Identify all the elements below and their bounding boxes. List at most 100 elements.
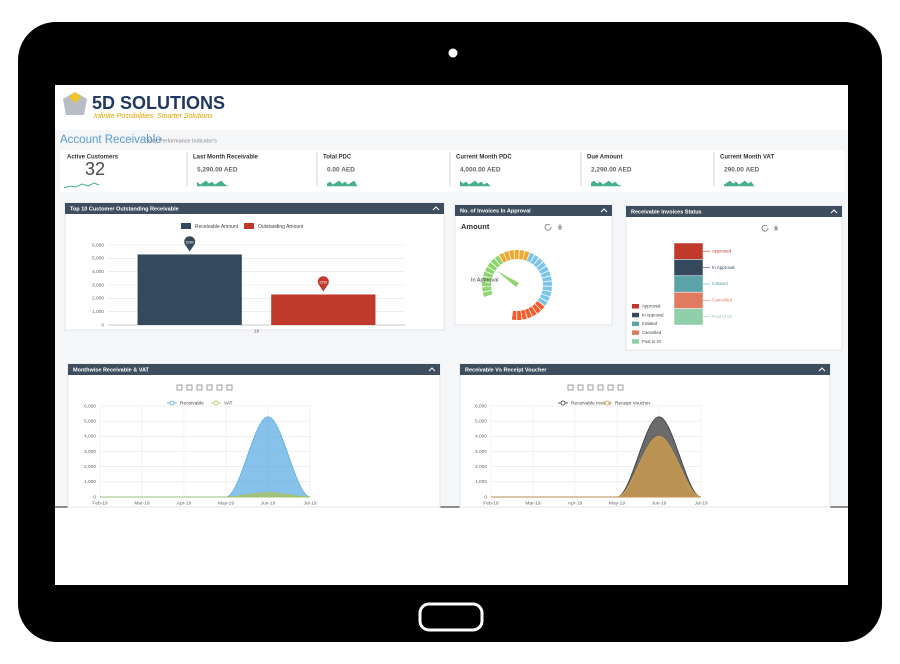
- stack-segment: [673, 291, 704, 309]
- legend-label: Outstanding Amount: [258, 224, 304, 230]
- y-tick-label: 1,000: [475, 479, 487, 485]
- legend-label: Cancelled: [642, 330, 662, 335]
- toolbar-icon[interactable]: [186, 384, 193, 391]
- kpi-label: Due Amount: [587, 155, 622, 161]
- sparkline: [459, 180, 491, 187]
- stack-segment: [673, 242, 704, 260]
- panel-header: [460, 364, 830, 375]
- legend-swatch: [632, 304, 639, 309]
- icon-download[interactable]: [557, 224, 563, 230]
- collapse-button[interactable]: [818, 367, 826, 372]
- y-tick-label: 2,000: [92, 296, 104, 302]
- segment-label: Post to Gl: [712, 314, 732, 319]
- kpi-value: 0.00 AED: [327, 167, 355, 174]
- y-tick-label: 5,000: [84, 418, 96, 424]
- collapse-button[interactable]: [428, 367, 436, 372]
- logo-icon: [63, 92, 87, 115]
- legend-label: Initiated: [642, 321, 658, 326]
- gauge-segment: [521, 309, 527, 320]
- legend-label: Post to Gl: [642, 339, 661, 344]
- gauge-segment: [511, 310, 517, 320]
- x-tick-label: Apr-19: [568, 500, 583, 506]
- gauge-value: 0: [486, 283, 491, 292]
- gauge-segment: [526, 252, 535, 263]
- icon-refresh[interactable]: [761, 224, 769, 232]
- bar: [271, 294, 376, 325]
- home-button[interactable]: [418, 602, 484, 632]
- panel-header: [68, 364, 440, 375]
- logo-icon-accent: [69, 92, 81, 103]
- value-label: 5290: [186, 240, 194, 244]
- gauge-segment: [532, 304, 541, 314]
- sparkline: [63, 182, 100, 189]
- kpi-value: 32: [85, 159, 105, 179]
- gauge-segment: [490, 258, 500, 268]
- legend-swatch: [244, 223, 254, 229]
- y-tick-label: 5,000: [92, 256, 104, 262]
- legend-marker: [213, 400, 219, 406]
- kpi-label: Last Month Receivable: [193, 155, 259, 161]
- y-tick-label: 2,000: [84, 464, 96, 470]
- gauge-segment: [514, 250, 519, 260]
- sparkline: [196, 180, 228, 187]
- panel-title: Receivable Vs Receipt Voucher: [465, 367, 547, 373]
- legend-swatch: [632, 321, 639, 327]
- gauge-segment: [525, 308, 532, 319]
- toolbar-icon[interactable]: [567, 384, 574, 391]
- y-tick-label: 0: [101, 322, 104, 328]
- camera: [448, 48, 458, 58]
- icon-refresh[interactable]: [544, 223, 552, 231]
- collapse-button[interactable]: [600, 208, 608, 213]
- legend-swatch: [181, 223, 191, 229]
- toolbar-icon[interactable]: [176, 384, 183, 391]
- collapse-button[interactable]: [432, 206, 440, 211]
- gauge-segment: [542, 276, 552, 282]
- gauge-segment: [523, 250, 530, 261]
- toolbar-icon[interactable]: [617, 384, 624, 391]
- toolbar-icon[interactable]: [196, 384, 203, 391]
- segment-label: In Approval: [712, 265, 735, 270]
- gauge-segment: [517, 310, 522, 320]
- y-tick-label: 6,000: [92, 242, 104, 248]
- collapse-button[interactable]: [830, 209, 838, 214]
- toolbar-icon[interactable]: [216, 384, 223, 391]
- stack-segment: [673, 275, 704, 293]
- kpi-label: Active Customers: [67, 155, 119, 161]
- stack-segment: [673, 259, 704, 277]
- legend-label: Approved: [642, 304, 661, 309]
- legend-marker: [560, 400, 566, 406]
- toolbar-icon[interactable]: [577, 384, 584, 391]
- x-tick-label: Feb-19: [92, 500, 108, 506]
- x-tick-label: May-19: [609, 500, 625, 506]
- panel: [64, 202, 445, 331]
- y-tick-label: 1,000: [84, 479, 96, 485]
- gauge-segment: [482, 281, 492, 287]
- legend-label: Receivable Invoice: [571, 400, 612, 406]
- x-tick-label: Jul-19: [694, 500, 707, 506]
- y-tick-label: 3,000: [475, 449, 487, 455]
- toolbar-icon[interactable]: [597, 384, 604, 391]
- panel-title: Top 10 Customer Outstanding Receivable: [70, 206, 179, 212]
- area: [491, 435, 702, 498]
- gauge-segment: [499, 252, 507, 263]
- toolbar-icon[interactable]: [226, 384, 233, 391]
- icon-download[interactable]: [773, 225, 779, 231]
- gauge-segment: [542, 281, 552, 286]
- toolbar-icon[interactable]: [607, 384, 614, 391]
- y-tick-label: 1,000: [92, 309, 104, 315]
- panel-title: Receivable Invoices Status: [631, 209, 702, 215]
- legend-swatch: [632, 330, 639, 335]
- toolbar-icon[interactable]: [206, 384, 213, 391]
- sparkline: [590, 180, 622, 187]
- gauge-segment: [530, 255, 539, 265]
- gauge-segment: [487, 262, 498, 271]
- x-tick-label: May-19: [218, 500, 234, 506]
- panel-header: [65, 203, 444, 214]
- x-tick-label: Feb-19: [483, 500, 499, 506]
- legend-label: Receipt Voucher: [615, 400, 651, 406]
- toolbar-icon[interactable]: [587, 384, 594, 391]
- gauge-segment: [541, 290, 552, 297]
- bar: [137, 254, 242, 325]
